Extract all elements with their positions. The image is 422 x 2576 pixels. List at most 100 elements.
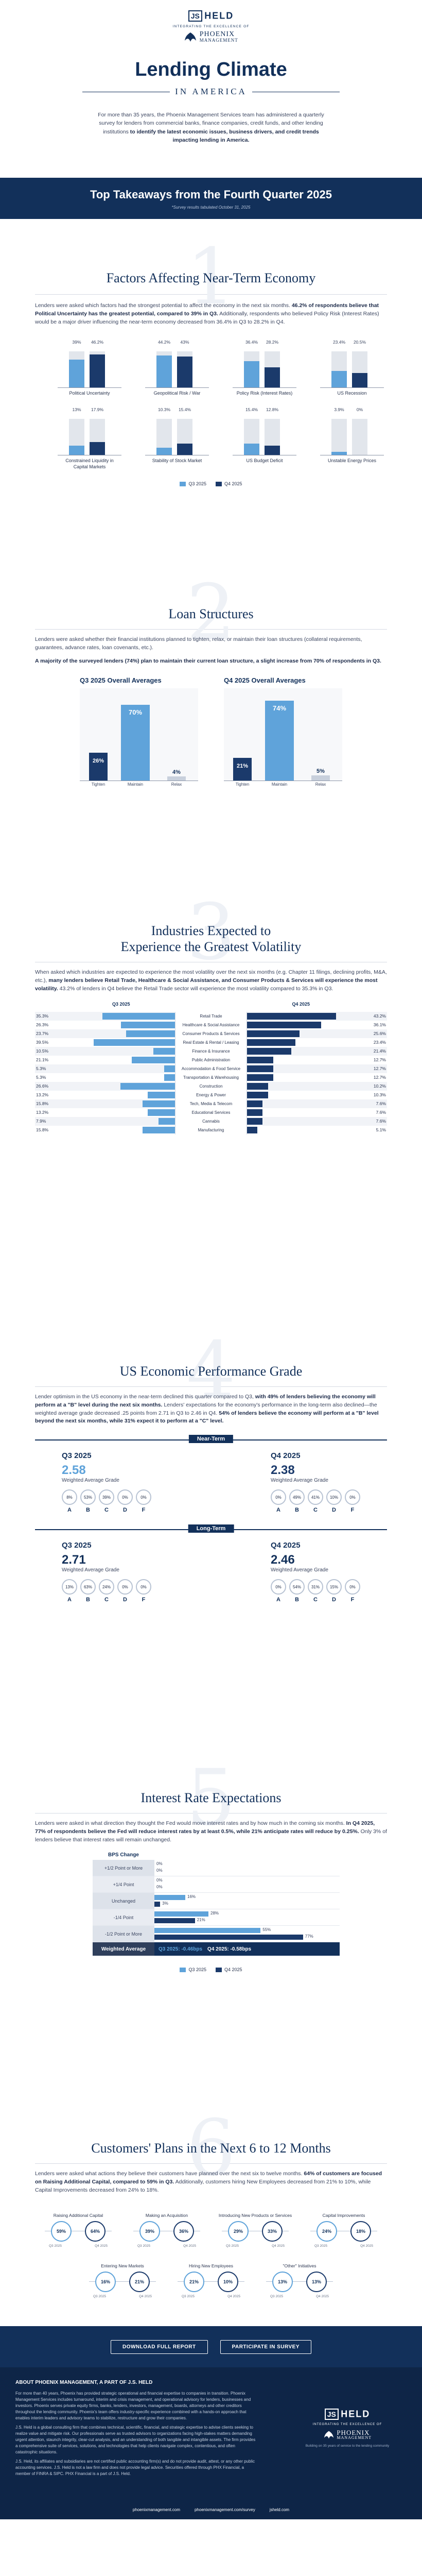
grade-circle-c: 41% [308, 1489, 323, 1505]
grade-letter-b: B [295, 1507, 299, 1513]
interest-row-plot: 28% 21% [154, 1909, 340, 1926]
industry-bar-q3 [142, 1100, 175, 1107]
loan-charts: Q3 2025 Overall Averages 26% 70% 4% Tighte… [0, 676, 422, 788]
banner-title: Top Takeaways from the Fourth Quarter 20… [90, 188, 332, 201]
loan-axis-tighten: Tighten [91, 782, 106, 787]
plan-card: Introducing New Products or Services 29% 3… [217, 2207, 294, 2248]
interest-row-label: -1/4 Point [93, 1909, 154, 1926]
interest-row-label: -1/2 Point or More [93, 1926, 154, 1942]
industry-bar-q4 [247, 1039, 295, 1046]
factor-value-q4: 17.9% [91, 406, 104, 412]
interest-rule [35, 1813, 387, 1814]
plan-card: "Other" Initiatives 13% 13% Q3 2025 Q4 2025 [261, 2257, 338, 2298]
loan-p2: A majority of the surveyed lenders (74%)… [35, 657, 381, 664]
interest-row-label: Unchanged [93, 1893, 154, 1909]
factor-label: US Recession [337, 391, 367, 396]
near-q3-block: Q3 2025 2.58 Weighted Average Grade 8% 53… [62, 1451, 151, 1513]
industry-row: 26.3% Healthcare & Social Assistance 36.1% [35, 1020, 387, 1029]
industry-label: Cannabis [175, 1116, 247, 1126]
loan-q3-chart: Q3 2025 Overall Averages 26% 70% 4% Tighte… [80, 676, 198, 788]
near-term-grades: Q3 2025 2.58 Weighted Average Grade 8% 53… [62, 1451, 360, 1513]
participate-survey-button[interactable]: PARTICIPATE IN SURVEY [220, 2340, 312, 2354]
hero-intro: For more than 35 years, the Phoenix Mana… [98, 111, 324, 144]
industry-bar-q3 [102, 1012, 175, 1020]
industry-bar-q3 [126, 1030, 175, 1037]
loan-bar-relax [167, 776, 186, 781]
factor-bar-q3 [244, 361, 259, 388]
factor-item: 44.2% 43% Geopolitical Risk / War [145, 340, 209, 397]
plan-quarters: Q3 2025 Q4 2025 [217, 2244, 294, 2248]
factor-bar-q4 [177, 444, 192, 455]
near-q3-circles: 8% 53% 39% 0% 0% [62, 1489, 151, 1505]
industries-paragraph: When asked which industries are expected… [0, 969, 422, 993]
customers-title: Customers' Plans in the Next 6 to 12 Mon… [91, 2141, 331, 2156]
legend-q4: Q4 2025 [216, 481, 242, 487]
industry-bar-q3 [120, 1082, 175, 1090]
loan-rule [35, 629, 387, 630]
long-q4-circles: 0% 54% 31% 15% 0% [271, 1579, 360, 1595]
grade-letter-c: C [313, 1507, 318, 1513]
interest-rows: +1/2 Point or More 0% 0% +1/4 Point 0% 0% Unch… [93, 1860, 340, 1943]
hero-title: Lending Climate [135, 59, 287, 80]
industry-bar-q3 [131, 1056, 175, 1063]
factor-bar-bg [331, 418, 347, 455]
industry-row: 15.8% Manufacturing 5.1% [35, 1125, 387, 1134]
long-q4-label: Q4 2025 [271, 1541, 301, 1550]
grade-circle-d: 10% [326, 1489, 342, 1505]
plan-q4-label: Q4 2025 [360, 2244, 373, 2248]
factor-label: Unstable Energy Prices [327, 457, 377, 463]
management-word: MANAGEMENT [199, 38, 238, 43]
interest-bar-q4 [154, 1935, 303, 1940]
plan-label: Making an Acquisition [145, 2213, 188, 2218]
grade-letter-d: D [123, 1597, 127, 1603]
factors-p1-end: Additionally, respondents who believed P… [35, 310, 379, 325]
factor-plot: 36.4% 28.2% [233, 340, 296, 388]
industry-q4-value: 23.4% [373, 1039, 386, 1045]
footer-link-jsheld[interactable]: jsheld.com [269, 2507, 290, 2512]
factor-bar-q3 [156, 355, 172, 388]
plan-line: 21% 10% [172, 2270, 250, 2293]
grade-letter-d: D [332, 1507, 336, 1513]
customers-p1-bold: 64% of customers are focused on Raising … [35, 2171, 382, 2185]
grade-letter-a: A [67, 1507, 72, 1513]
factor-value-q4: 43% [180, 340, 189, 345]
industry-label: Public Administration [175, 1055, 247, 1064]
loan-value-tighten: 26% [92, 757, 104, 764]
plan-line: 24% 18% [305, 2220, 382, 2243]
factor-plot: 15.4% 12.8% [233, 407, 296, 455]
customers-row2: Entering New Markets 16% 21% Q3 2025 Q4 2025… [0, 2257, 422, 2298]
loan-axis-relax: Relax [171, 782, 182, 787]
industry-row: 13.2% Energy & Power 10.3% [35, 1090, 387, 1099]
plan-quarters: Q3 2025 Q4 2025 [261, 2295, 338, 2298]
download-report-button[interactable]: DOWNLOAD FULL REPORT [110, 2340, 208, 2354]
loan-q4-title: Q4 2025 Overall Averages [224, 676, 306, 685]
industry-bar-q4 [247, 1012, 336, 1020]
grade-circle-a: 0% [271, 1489, 286, 1505]
hero-intro-text: For more than 35 years, the Phoenix Mana… [98, 112, 324, 135]
grade-letter-f: F [350, 1507, 355, 1513]
industry-q3-value: 13.2% [36, 1109, 49, 1115]
loan-value-maintain: 74% [272, 704, 287, 712]
plan-circle-q3: 59% [51, 2221, 72, 2242]
interest-wa-q3: Q3 2025: -0.46bps [159, 1946, 203, 1952]
factor-plot: 44.2% 43% [145, 340, 209, 388]
grade-letter-f: F [350, 1597, 355, 1603]
plan-q3-label: Q3 2025 [49, 2244, 62, 2248]
plan-circle-q3: 39% [139, 2221, 160, 2242]
industry-label: Consumer Products & Services [175, 1029, 247, 1038]
factor-value-q3: 44.2% [157, 340, 171, 345]
grade-paragraph: Lender optimism in the US economy in the… [0, 1393, 422, 1426]
grade-circle-f: 0% [345, 1579, 360, 1595]
plan-connector [89, 2281, 156, 2282]
footer-link-survey[interactable]: phoenixmanagement.com/survey [194, 2507, 255, 2512]
footer-link-phoenix[interactable]: phoenixmanagement.com [132, 2507, 180, 2512]
factor-bar-q4 [90, 442, 105, 455]
industry-bar-q4 [247, 1047, 291, 1055]
industry-q4-value: 7.6% [376, 1100, 386, 1106]
loan-bar-maintain [121, 705, 150, 781]
factor-value-q3: 23.4% [332, 340, 346, 345]
grade-letter-c: C [313, 1597, 318, 1603]
factor-bar-q4 [177, 357, 192, 388]
industry-q3-value: 5.3% [36, 1065, 46, 1071]
